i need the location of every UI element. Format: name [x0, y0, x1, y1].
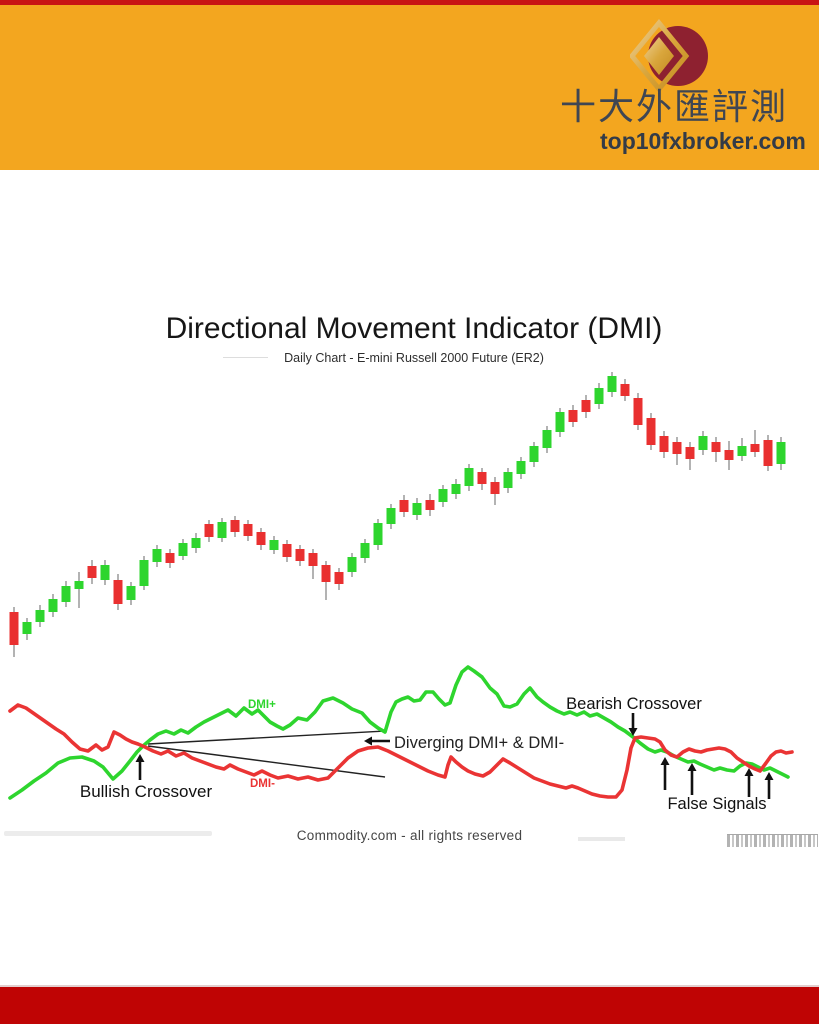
candle-up	[438, 489, 448, 502]
bearish-crossover-label: Bearish Crossover	[566, 695, 702, 713]
candle-up	[373, 523, 383, 545]
candle-up	[607, 376, 617, 392]
chart-title: Directional Movement Indicator (DMI)	[165, 312, 663, 345]
brand-domain-text: top10fxbroker.com	[600, 128, 806, 154]
candle-up	[542, 430, 552, 448]
false-signal-arrow-4-head	[764, 772, 774, 780]
top-red-stripe	[0, 0, 819, 5]
candle-down	[425, 500, 435, 510]
candle-up	[61, 586, 71, 602]
candle-down	[230, 520, 240, 532]
false-signals-label: False Signals	[667, 795, 766, 813]
watermark-smudge	[727, 834, 818, 847]
candle-up	[464, 468, 474, 486]
candle-up	[347, 557, 357, 572]
candle-up	[178, 543, 188, 556]
candle-up	[35, 610, 45, 622]
candle-up	[100, 565, 110, 580]
brand-name-cjk: 十大外匯評測	[559, 87, 788, 128]
candle-up	[555, 412, 565, 432]
candle-down	[490, 482, 500, 494]
candle-up	[503, 472, 513, 488]
bottom-left-artifact-bar	[4, 831, 212, 836]
candle-down	[620, 384, 630, 396]
candle-down	[750, 444, 760, 452]
candle-up	[360, 543, 370, 558]
chart-subtitle: Daily Chart - E-mini Russell 2000 Future…	[284, 351, 544, 365]
candle-up	[22, 622, 32, 634]
candle-down	[321, 565, 331, 582]
candle-up	[529, 446, 539, 462]
false-signal-arrow-1-head	[660, 757, 670, 765]
candle-up	[217, 522, 227, 538]
candle-up	[126, 586, 136, 600]
dmi-minus-line	[8, 703, 794, 799]
candle-down	[568, 410, 578, 422]
candle-down	[256, 532, 266, 545]
candle-up	[139, 560, 149, 586]
candle-down	[672, 442, 682, 454]
brand-logo-icon	[630, 19, 708, 93]
dmi-minus-label: DMI-	[250, 778, 275, 790]
candle-up	[191, 538, 201, 548]
bottom-mid-artifact-bar	[578, 837, 625, 841]
candle-up	[269, 540, 279, 550]
candle-up	[152, 549, 162, 562]
candle-down	[659, 436, 669, 452]
candle-up	[74, 581, 84, 589]
dmi-plus-line	[8, 665, 790, 800]
candle-up	[48, 599, 58, 612]
bearish-crossover-arrow-head	[628, 728, 638, 736]
candle-up	[516, 461, 526, 474]
candle-up	[594, 388, 604, 404]
candle-down	[633, 398, 643, 425]
candle-up	[737, 446, 747, 456]
dmi-plus-label: DMI+	[248, 699, 276, 711]
divergence-fan-line	[147, 730, 386, 745]
footer-band	[0, 985, 819, 1024]
false-signal-arrow-2-head	[687, 763, 697, 771]
bullish-crossover-arrow-head	[135, 754, 145, 762]
candle-up	[412, 503, 422, 515]
candle-down	[204, 524, 214, 537]
false-signal-arrow-3-head	[744, 768, 754, 776]
candle-down	[295, 549, 305, 561]
candle-down	[477, 472, 487, 484]
candle-down	[763, 440, 773, 466]
candle-down	[581, 400, 591, 412]
bullish-crossover-label: Bullish Crossover	[80, 782, 213, 801]
candle-down	[165, 553, 175, 563]
candle-down	[113, 580, 123, 604]
header-band: 十大外匯評測 top10fxbroker.com	[0, 5, 819, 170]
diverging-dmi-label: Diverging DMI+ & DMI-	[394, 734, 564, 752]
candle-down	[399, 500, 409, 512]
chart-caption: Commodity.com - all rights reserved	[296, 828, 523, 843]
candle-down	[685, 447, 695, 459]
candle-down	[724, 450, 734, 460]
candle-down	[308, 553, 318, 566]
candle-up	[776, 442, 786, 464]
candle-up	[386, 508, 396, 524]
subtitle-artifact-line	[223, 357, 268, 358]
candle-up	[698, 436, 708, 450]
dmi-chart-figure: Bullish Crossover Diverging DMI+ & DMI- Be…	[8, 372, 794, 813]
divergence-fan-line	[147, 745, 386, 778]
candle-down	[646, 418, 656, 445]
candle-up	[451, 484, 461, 494]
candle-down	[282, 544, 292, 557]
candle-down	[711, 442, 721, 452]
candle-down	[243, 524, 253, 536]
diverging-arrow-head	[364, 736, 372, 746]
candle-down	[334, 572, 344, 584]
candle-down	[87, 566, 97, 578]
candle-down	[9, 612, 19, 645]
